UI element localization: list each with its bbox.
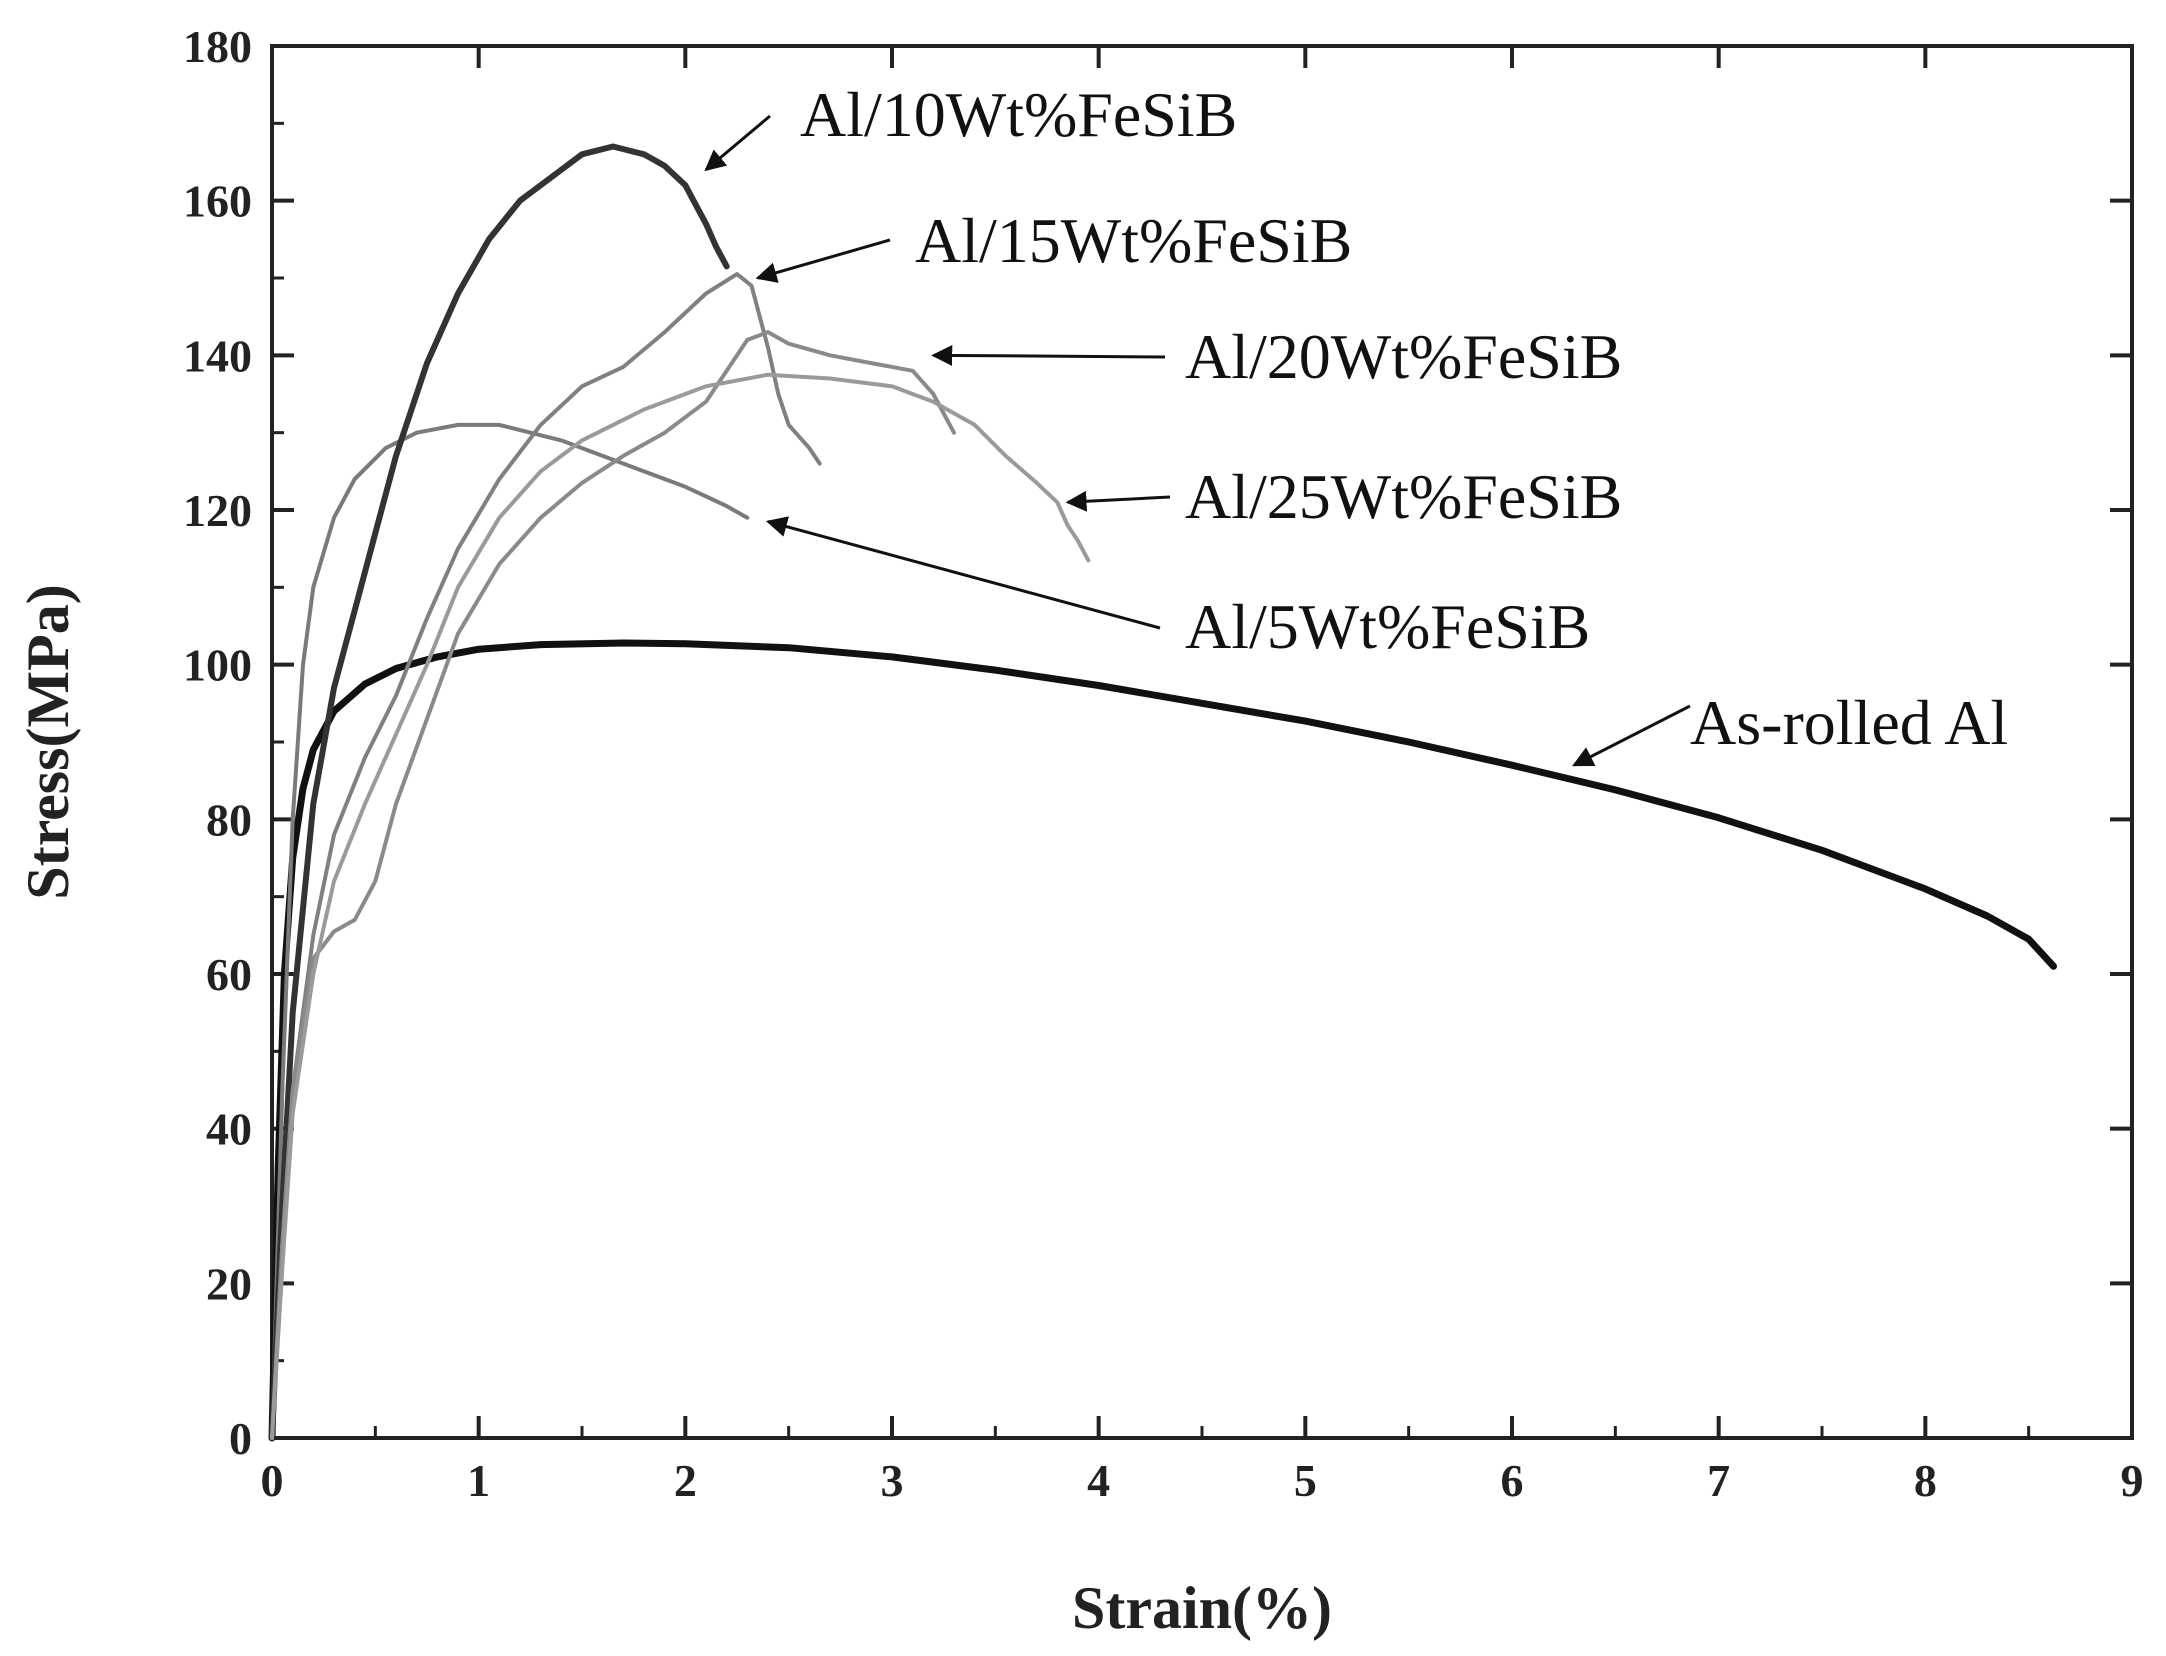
annotation-label: Al/10Wt%FeSiB bbox=[800, 79, 1237, 150]
annotation-arrow bbox=[704, 114, 771, 172]
x-tick-label: 3 bbox=[881, 1455, 904, 1506]
annotation-label: Al/5Wt%FeSiB bbox=[1185, 591, 1590, 662]
y-tick-label: 180 bbox=[183, 21, 252, 72]
x-tick-label: 2 bbox=[674, 1455, 697, 1506]
y-tick-label: 40 bbox=[206, 1104, 252, 1155]
series-line-al-5wt-fesib bbox=[270, 422, 750, 1440]
series-line-al-25wt-fesib bbox=[270, 372, 1091, 1440]
annotation-label: Al/25Wt%FeSiB bbox=[1185, 461, 1622, 532]
annotation-arrow bbox=[1572, 704, 1691, 767]
y-tick-label: 160 bbox=[183, 176, 252, 227]
x-tick-label: 0 bbox=[261, 1455, 284, 1506]
annotations: Al/10Wt%FeSiB Al/15Wt%FeSiB Al/20Wt%FeSiB A… bbox=[704, 79, 2008, 767]
annotation-arrow bbox=[765, 516, 1161, 630]
series-lines bbox=[268, 143, 2057, 1442]
axis-ticks: 0 1 2 3 4 5 6 7 8 9 0 20 40 60 80 100 120 140 160 180 bbox=[183, 21, 2144, 1506]
series-line-as-rolled-al bbox=[268, 639, 2057, 1442]
annotation-arrow bbox=[1065, 490, 1171, 512]
x-tick-label: 8 bbox=[1914, 1455, 1937, 1506]
x-tick-label: 5 bbox=[1294, 1455, 1317, 1506]
y-tick-label: 80 bbox=[206, 794, 252, 845]
x-tick-label: 6 bbox=[1501, 1455, 1524, 1506]
y-tick-label: 20 bbox=[206, 1258, 252, 1309]
series-line-al-10wt-fesib bbox=[269, 143, 730, 1441]
x-axis-title: Strain(%) bbox=[1072, 1575, 1332, 1641]
x-tick-label: 1 bbox=[467, 1455, 490, 1506]
annotation-arrow bbox=[931, 344, 1166, 366]
series-line-al-20wt-fesib bbox=[270, 330, 956, 1440]
y-axis-title: Stress(MPa) bbox=[15, 584, 81, 899]
y-tick-label: 100 bbox=[183, 640, 252, 691]
x-tick-label: 9 bbox=[2121, 1455, 2144, 1506]
series-line-al-15wt-fesib bbox=[270, 272, 822, 1440]
annotation-label: Al/20Wt%FeSiB bbox=[1185, 321, 1622, 392]
annotation-label: As-rolled Al bbox=[1690, 687, 2008, 758]
y-tick-label: 0 bbox=[229, 1413, 252, 1464]
annotation-label: Al/15Wt%FeSiB bbox=[915, 205, 1352, 276]
x-tick-label: 7 bbox=[1707, 1455, 1730, 1506]
y-tick-label: 60 bbox=[206, 949, 252, 1000]
annotation-arrow bbox=[755, 238, 891, 283]
x-tick-label: 4 bbox=[1087, 1455, 1110, 1506]
y-tick-label: 140 bbox=[183, 330, 252, 381]
y-tick-label: 120 bbox=[183, 485, 252, 536]
